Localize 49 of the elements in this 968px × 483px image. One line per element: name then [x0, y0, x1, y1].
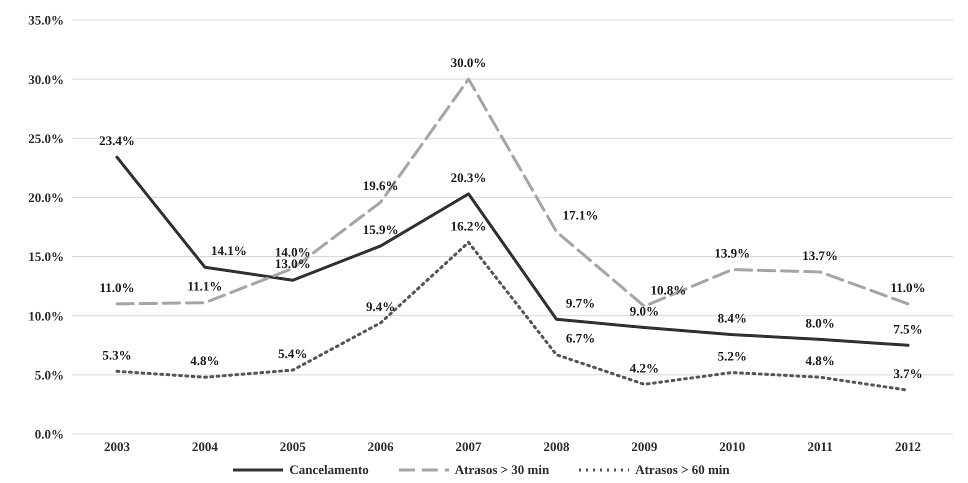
data-label: 14.1% [211, 243, 247, 258]
x-tick-label: 2006 [368, 439, 394, 454]
data-label: 7.5% [893, 321, 923, 336]
x-tick-label: 2009 [631, 439, 658, 454]
x-tick-label: 2010 [719, 439, 746, 454]
legend-label: Cancelamento [289, 462, 369, 478]
data-label: 6.7% [566, 330, 596, 346]
x-tick-label: 2012 [895, 439, 921, 454]
y-tick-label: 5.0% [34, 367, 64, 382]
y-tick-label: 10.0% [28, 308, 64, 324]
y-tick-label: 25.0% [28, 130, 64, 146]
data-label: 19.6% [362, 178, 399, 194]
data-label: 9.0% [630, 304, 659, 319]
data-label: 11.0% [890, 280, 926, 295]
data-label: 15.9% [362, 222, 399, 237]
legend-label: Atrasos > 30 min [454, 462, 550, 478]
data-label: 4.2% [630, 360, 659, 376]
data-label: 13.7% [802, 248, 838, 263]
data-label: 16.2% [450, 218, 486, 234]
y-tick-label: 20.0% [28, 190, 64, 206]
legend-label: Atrasos > 60 min [635, 462, 730, 478]
data-label: 5.4% [278, 346, 308, 362]
data-label: 9.7% [566, 295, 596, 310]
data-label: 23.4% [99, 133, 135, 148]
data-label: 4.8% [805, 353, 835, 368]
data-label: 8.0% [805, 315, 835, 330]
data-label: 11.0% [99, 280, 135, 295]
data-label: 13.9% [714, 246, 750, 261]
y-tick-label: 0.0% [34, 426, 64, 442]
data-label: 30.0% [450, 55, 486, 70]
data-label: 11.1% [187, 278, 222, 294]
x-tick-label: 2008 [543, 439, 570, 454]
x-tick-label: 2005 [280, 439, 306, 454]
data-label: 5.3% [102, 347, 132, 362]
x-tick-label: 2003 [104, 439, 130, 454]
data-label: 10.8% [650, 282, 686, 298]
data-label: 9.4% [366, 298, 396, 314]
data-label: 17.1% [562, 208, 598, 223]
y-tick-label: 30.0% [28, 72, 64, 87]
data-label: 3.7% [893, 366, 923, 382]
x-tick-label: 2007 [456, 439, 482, 454]
x-tick-label: 2004 [192, 439, 218, 454]
data-label: 5.2% [718, 348, 747, 364]
data-label: 20.3% [450, 170, 486, 185]
y-tick-label: 35.0% [28, 12, 64, 28]
data-label: 8.4% [718, 310, 747, 326]
x-tick-label: 2011 [807, 439, 833, 454]
y-tick-label: 15.0% [28, 249, 64, 264]
data-label: 4.8% [190, 353, 220, 368]
